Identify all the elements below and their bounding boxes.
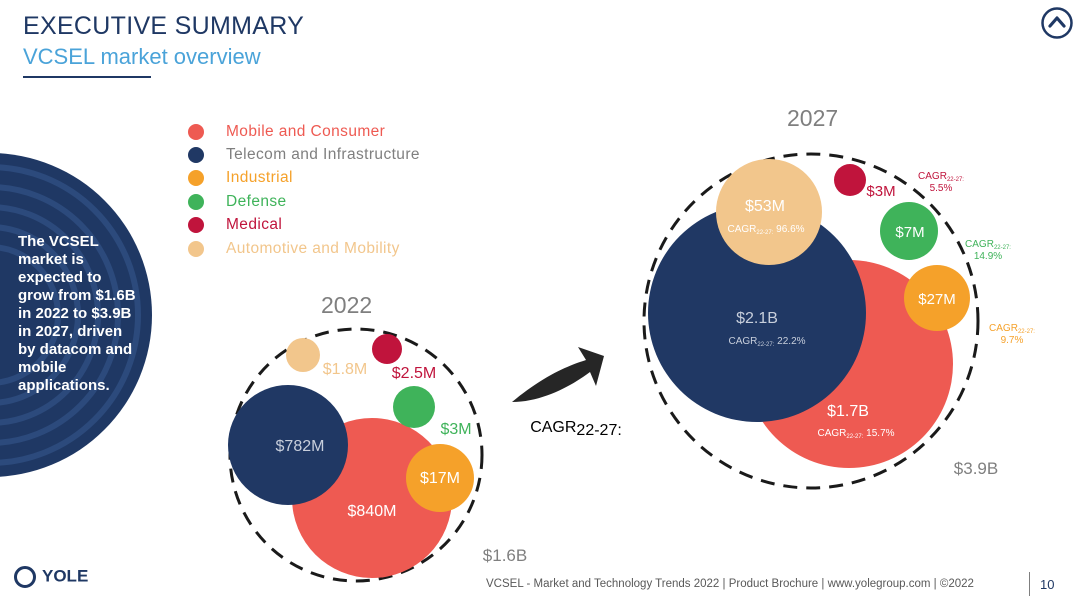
- home-button-ring: [1041, 7, 1073, 39]
- bubble-cagr-value: 14.9%: [974, 251, 1002, 262]
- page-number: 10: [1040, 577, 1055, 592]
- cagr-value: 19.2%: [553, 0, 598, 4]
- legend-label: Defense: [226, 192, 287, 210]
- legend-swatch: [188, 240, 204, 257]
- legend-label: Industrial: [226, 169, 293, 187]
- bubble-value-label: $3M: [866, 183, 895, 200]
- bubble-cagr-label: CAGR22-27: 22.2%: [728, 336, 805, 348]
- company-logo: YOLE: [14, 566, 88, 588]
- total-label-2027: $3.9B: [954, 459, 998, 478]
- bubble-cagr-label: CAGR22-27: 96.6%: [727, 224, 804, 236]
- legend-label: Telecom and Infrastructure: [226, 146, 420, 164]
- side-ring-4: [0, 224, 81, 406]
- chart-legend: Mobile and Consumer Telecom and Infrastr…: [188, 120, 420, 260]
- bubble-value-label: $3M: [440, 421, 471, 438]
- legend-swatch: [188, 217, 204, 234]
- bubble-cagr-value: 9.7%: [1001, 335, 1024, 346]
- legend-swatch: [188, 193, 204, 210]
- cagr-label: CAGR22-27:: [530, 419, 622, 439]
- year-label-2022: 2022: [321, 292, 373, 318]
- bubble-cagr-label: CAGR22-27:: [965, 239, 1011, 251]
- year-label-2027: 2027: [787, 105, 839, 131]
- page-subtitle: VCSEL market overview: [23, 44, 261, 69]
- bubble-defense: [393, 386, 435, 428]
- bubble-cagr-value: 5.5%: [930, 183, 953, 194]
- legend-label: Automotive and Mobility: [226, 239, 400, 257]
- total-ring-2027: [642, 152, 980, 490]
- legend-item: Industrial: [188, 167, 420, 190]
- bubble-telecom-and-infrastructure: [228, 385, 348, 505]
- bubble-cagr-label: CAGR22-27:: [918, 171, 964, 183]
- legend-swatch: [188, 147, 204, 164]
- bubble-defense: [880, 202, 938, 260]
- side-ring-2: [0, 184, 121, 446]
- side-ring-3: [0, 204, 101, 426]
- page-title: EXECUTIVE SUMMARY: [23, 12, 305, 40]
- bubble-medical: [834, 164, 866, 196]
- growth-arrow-icon: [512, 347, 604, 402]
- title-underline: [23, 76, 151, 78]
- summary-text: The VCSEL market is expected to grow fro…: [18, 233, 136, 394]
- bubble-value-label: $53M: [745, 198, 785, 215]
- legend-item: Defense: [188, 190, 420, 213]
- bubble-cagr-label: CAGR22-27:: [989, 323, 1035, 335]
- bubble-industrial: [904, 265, 970, 331]
- logo-mark-icon: [14, 566, 36, 588]
- bubble-industrial: [406, 444, 474, 512]
- bubble-cagr-label: CAGR22-27: 15.7%: [817, 428, 894, 440]
- bubble-automotive-and-mobility: [716, 159, 822, 265]
- legend-item: Medical: [188, 214, 420, 237]
- chevron-up-icon: [1048, 16, 1066, 28]
- footer-divider: [1029, 572, 1030, 596]
- bubble-value-label: $7M: [895, 224, 924, 241]
- legend-swatch: [188, 170, 204, 187]
- bubble-value-label: $1.8M: [323, 361, 367, 378]
- bubble-value-label: $17M: [420, 470, 460, 487]
- bubble-value-label: $782M: [276, 438, 325, 455]
- bubble-group-2027: $1.7B CAGR22-27: 15.7% $2.1B CAGR22-27: 22.…: [642, 152, 1035, 490]
- bubble-value-label: $27M: [918, 291, 956, 308]
- bubble-automotive-and-mobility: [286, 338, 320, 372]
- legend-item: Automotive and Mobility: [188, 237, 420, 260]
- legend-item: Mobile and Consumer: [188, 120, 420, 143]
- bubble-telecom-and-infrastructure: [648, 204, 866, 422]
- bubble-group-2022: $840M $782M $1.8M $17M $3M $2.5M $1.6B: [228, 327, 527, 583]
- legend-label: Mobile and Consumer: [226, 122, 386, 140]
- bubble-value-label: $840M: [348, 503, 397, 520]
- footer-text: VCSEL - Market and Technology Trends 202…: [486, 578, 974, 590]
- home-button[interactable]: [1040, 6, 1074, 40]
- total-label-2022: $1.6B: [483, 546, 527, 565]
- bubble-value-label: $2.1B: [736, 310, 778, 327]
- bubble-value-label: $2.5M: [392, 365, 436, 382]
- legend-item: Telecom and Infrastructure: [188, 143, 420, 166]
- side-ring-5: [0, 244, 61, 386]
- bubble-medical: [372, 334, 402, 364]
- legend-label: Medical: [226, 216, 283, 234]
- bubble-value-label: $1.7B: [827, 403, 869, 420]
- side-ring-1: [0, 164, 141, 466]
- logo-text: YOLE: [42, 566, 89, 586]
- legend-swatch: [188, 123, 204, 140]
